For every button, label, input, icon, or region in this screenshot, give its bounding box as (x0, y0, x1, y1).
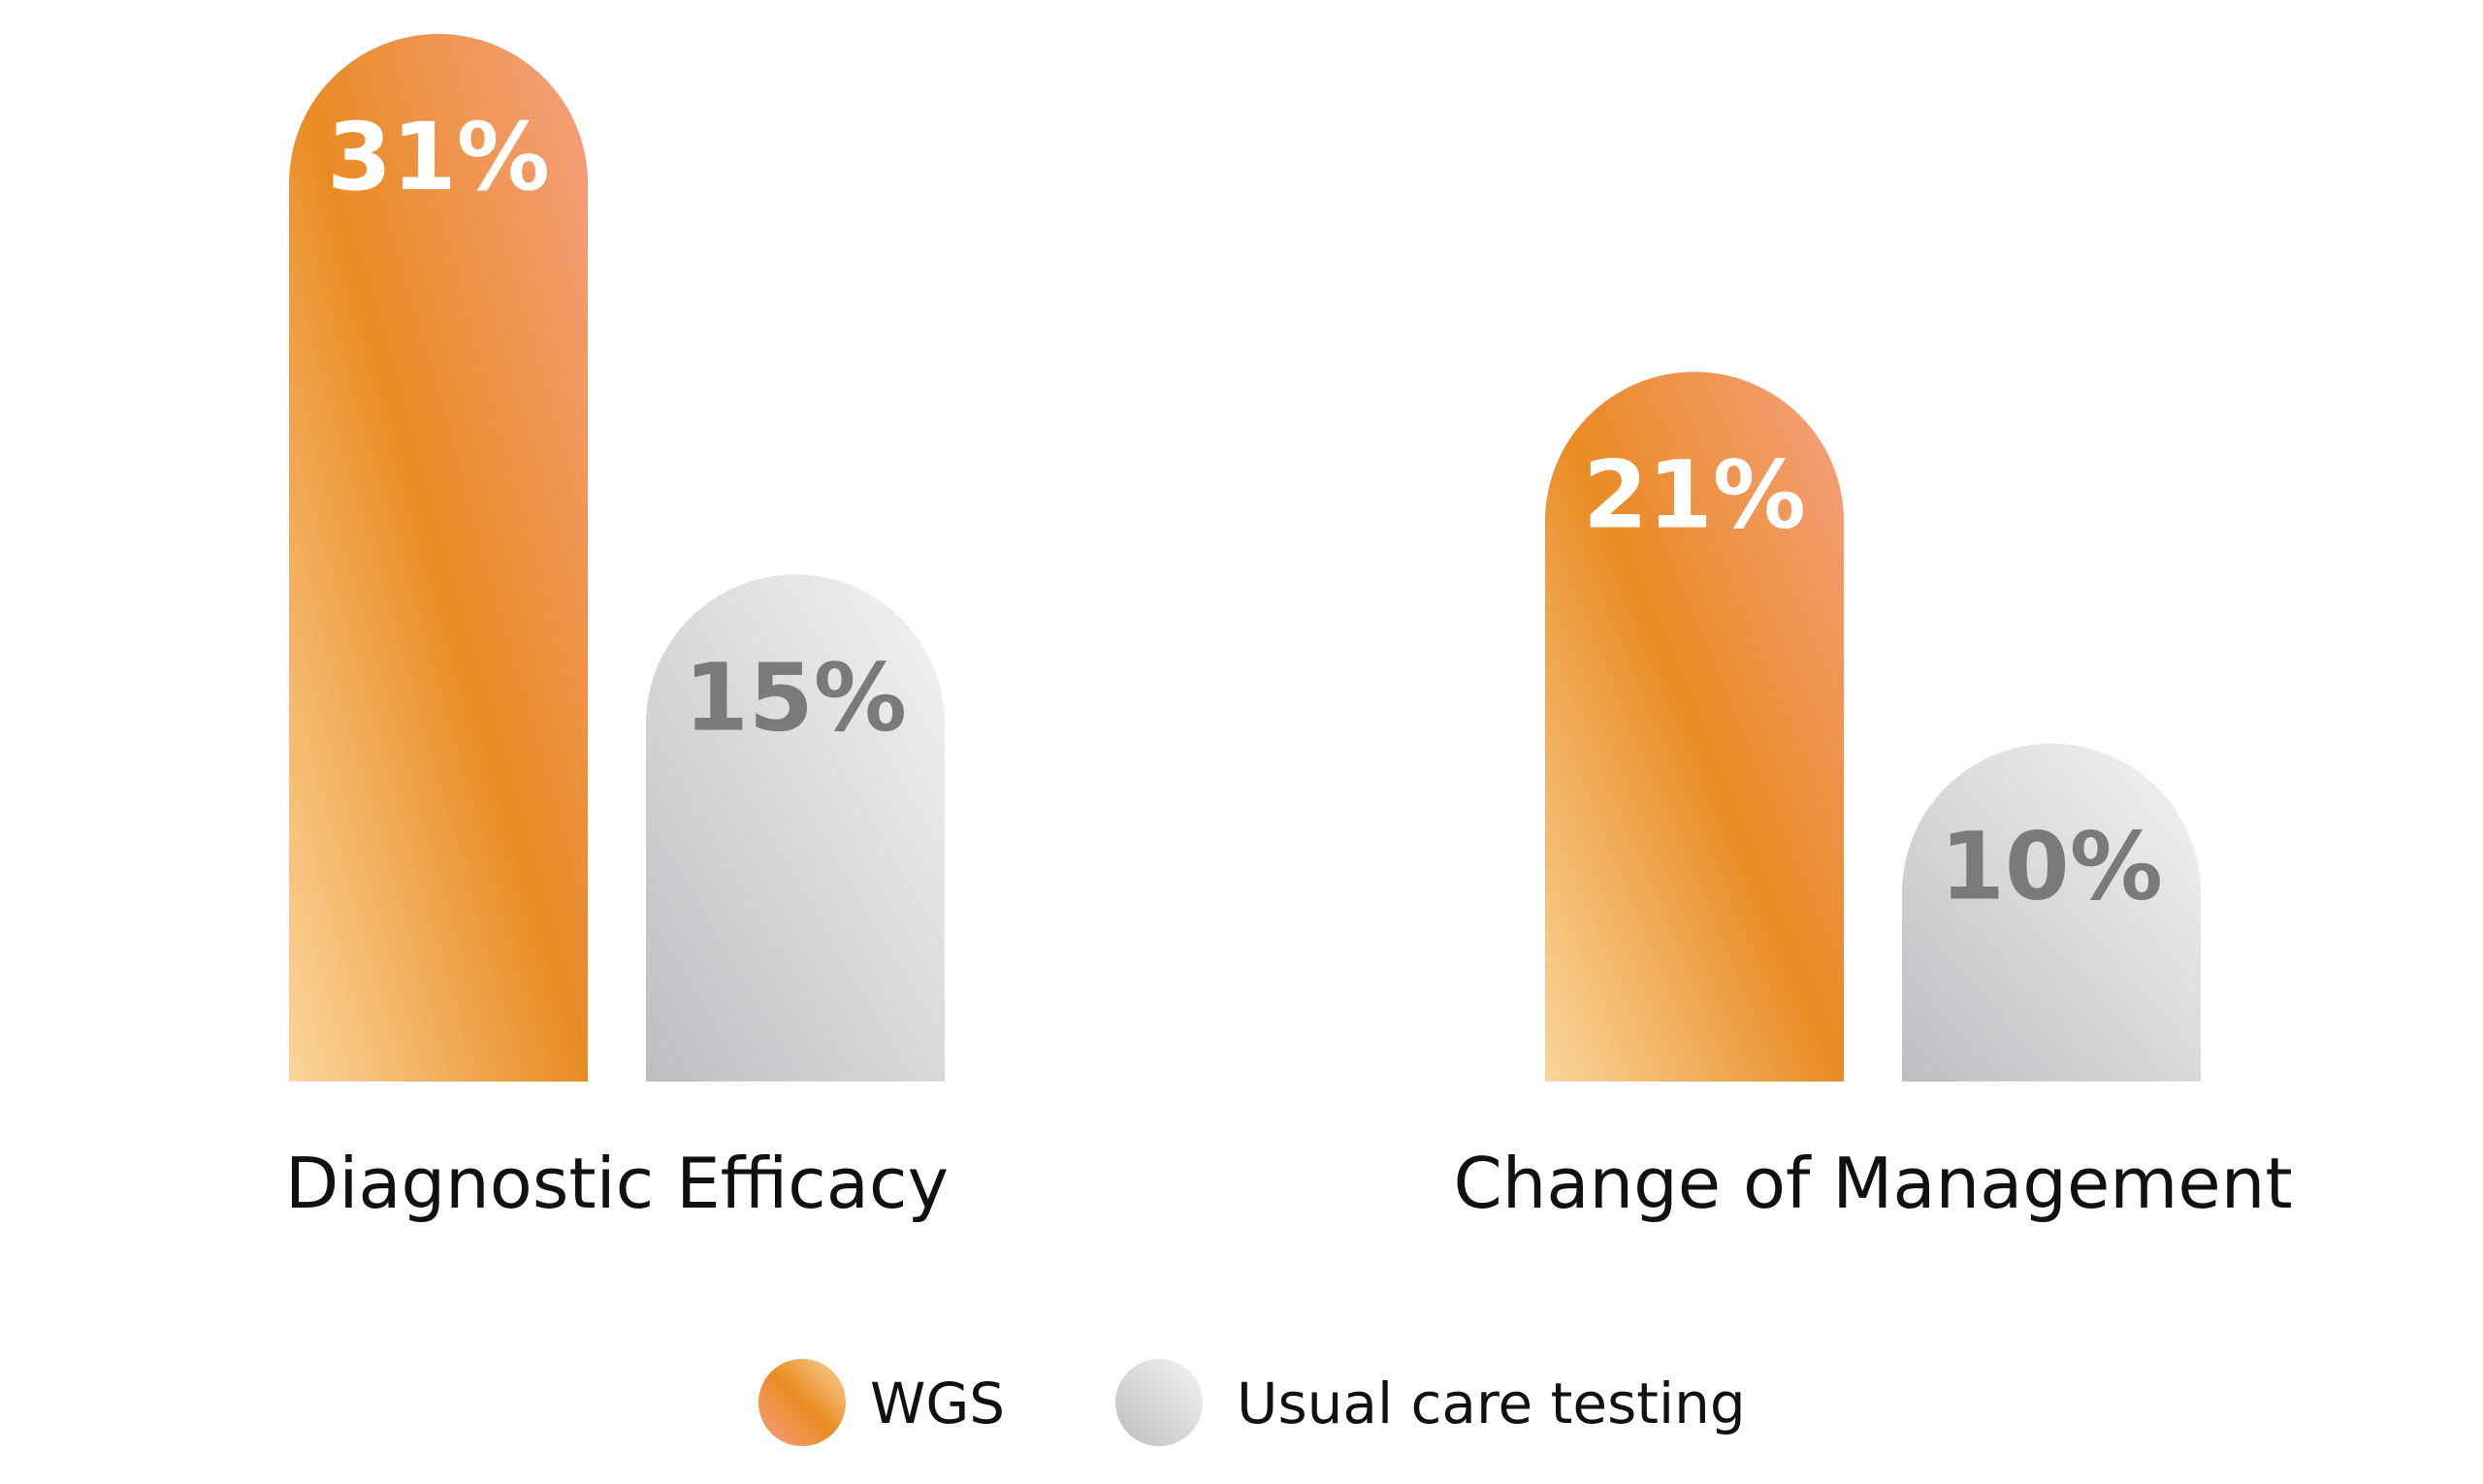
legend-swatch-usual-care (1115, 1359, 1203, 1446)
bar-wgs-diagnostic-efficacy (289, 34, 588, 1081)
bar-value-label: 21% (1583, 440, 1806, 549)
bar-value-label: 31% (327, 103, 550, 211)
legend-swatch-wgs (758, 1359, 846, 1446)
bar-usual-care-diagnostic-efficacy (646, 574, 945, 1081)
legend-label-usual-care: Usual care testing (1237, 1371, 1746, 1436)
bar-usual-care-change-of-management (1902, 743, 2201, 1081)
legend-label-wgs: WGS (870, 1371, 1005, 1436)
category-label: Diagnostic Efficacy (285, 1143, 949, 1224)
category-label: Change of Management (1453, 1143, 2292, 1224)
bar-value-label: 15% (684, 643, 907, 752)
bar-value-label: 10% (1940, 813, 2163, 921)
bars-group: 31% 15% 21% 10% (289, 34, 2201, 1081)
category-labels: Diagnostic Efficacy Change of Management (285, 1143, 2293, 1224)
bar-wgs-change-of-management (1545, 371, 1844, 1081)
legend: WGS Usual care testing (758, 1359, 1746, 1446)
